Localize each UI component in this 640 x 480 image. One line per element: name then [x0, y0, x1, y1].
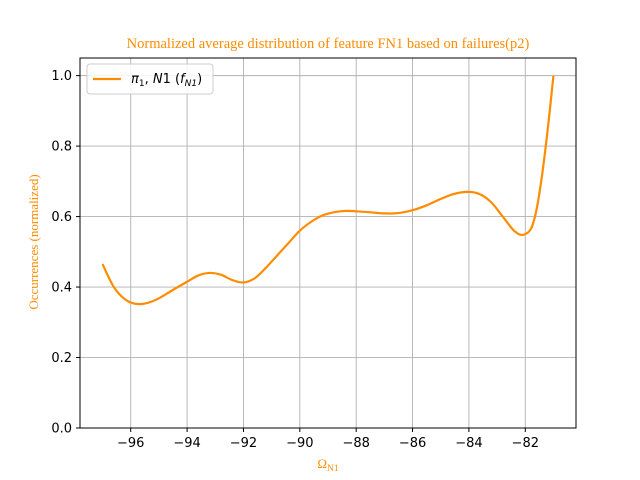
legend-box — [86, 63, 214, 95]
x-tick-label: −84 — [455, 436, 482, 451]
y-tick-label: 0.2 — [51, 351, 72, 366]
y-tick-label: 0.6 — [51, 210, 72, 225]
y-tick-label: 0.8 — [51, 140, 72, 155]
grid — [80, 58, 576, 429]
x-tick-label: −88 — [342, 436, 369, 451]
y-tick-label: 0.0 — [51, 422, 72, 437]
x-tick-label: −92 — [230, 436, 257, 451]
series-layer — [101, 75, 555, 306]
x-tick-label: −86 — [399, 436, 426, 451]
x-tick-label: −96 — [117, 436, 144, 451]
y-tick-label: 1.0 — [51, 69, 72, 84]
x-tick-label: −82 — [512, 436, 539, 451]
x-tick-label: −94 — [173, 436, 200, 451]
legend-label: π1, N1 (fN1) — [131, 72, 202, 89]
y-tick-label: 0.4 — [51, 281, 72, 296]
series-line — [101, 75, 555, 306]
x-tick-label: −90 — [286, 436, 313, 451]
x-axis-label: ΩN1 — [317, 456, 339, 474]
x-axis: −96 −94 −92 −90 −88 −86 −84 −82 — [117, 428, 539, 451]
y-axis-label: Occurrences (normalized) — [26, 174, 41, 309]
legend: π1, N1 (fN1) — [86, 63, 214, 95]
chart-title: Normalized average distribution of featu… — [127, 36, 530, 52]
plot-frame — [79, 57, 577, 429]
y-axis: 0.0 0.2 0.4 0.6 0.8 1.0 — [51, 69, 80, 437]
